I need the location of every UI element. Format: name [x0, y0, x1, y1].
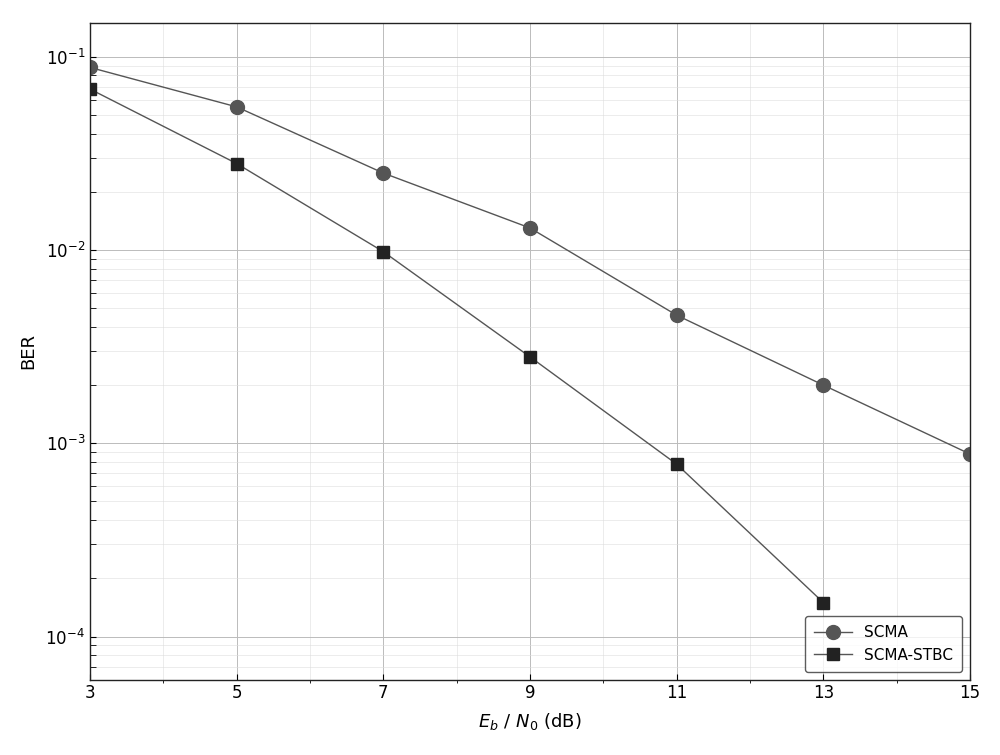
SCMA-STBC — [377, 247, 389, 256]
SCMA-STBC — [524, 353, 536, 362]
Line: SCMA: SCMA — [83, 60, 977, 461]
SCMA — [671, 310, 683, 319]
SCMA — [817, 381, 829, 390]
SCMA-STBC — [84, 85, 96, 94]
SCMA-STBC — [671, 460, 683, 469]
SCMA — [231, 103, 243, 112]
SCMA-STBC — [817, 598, 829, 607]
X-axis label: $E_b\ /\ N_0$ (dB): $E_b\ /\ N_0$ (dB) — [478, 710, 582, 732]
SCMA — [524, 223, 536, 233]
Line: SCMA-STBC: SCMA-STBC — [84, 84, 829, 608]
SCMA-STBC — [231, 159, 243, 168]
SCMA — [377, 168, 389, 177]
SCMA — [84, 63, 96, 72]
Legend: SCMA, SCMA-STBC: SCMA, SCMA-STBC — [805, 616, 962, 672]
Y-axis label: BER: BER — [19, 333, 37, 369]
SCMA — [964, 449, 976, 458]
